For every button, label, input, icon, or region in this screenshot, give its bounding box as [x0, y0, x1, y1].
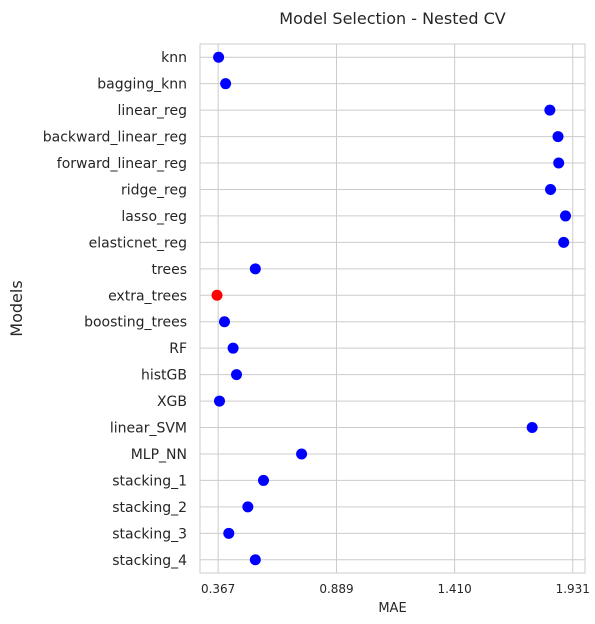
data-point — [213, 395, 225, 407]
y-tick-label: extra_trees — [108, 288, 187, 304]
data-point — [242, 501, 254, 513]
data-point — [257, 474, 269, 486]
best-point — [211, 289, 223, 301]
y-tick-label: ridge_reg — [121, 182, 187, 198]
data-point — [227, 342, 239, 354]
data-point — [553, 157, 565, 169]
x-axis-label: MAE — [378, 601, 406, 616]
y-tick-label: lasso_reg — [121, 209, 187, 225]
x-tick-label: 1.410 — [437, 582, 471, 596]
data-point — [218, 316, 230, 328]
y-tick-label: linear_reg — [117, 103, 187, 119]
data-point — [231, 369, 243, 381]
plot-area — [199, 43, 586, 574]
x-tick-labels: 0.367 0.889 1.410 1.931 — [201, 582, 590, 596]
data-point — [223, 527, 235, 539]
x-tick-label: 1.931 — [556, 582, 590, 596]
data-points — [211, 51, 572, 566]
y-tick-label: bagging_knn — [97, 77, 187, 93]
data-point — [545, 183, 557, 195]
y-tick-label: forward_linear_reg — [57, 156, 187, 172]
data-point — [526, 422, 538, 434]
y-tick-label: trees — [152, 262, 187, 278]
y-tick-label: backward_linear_reg — [43, 130, 187, 146]
data-point — [544, 104, 556, 116]
y-tick-label: stacking_2 — [112, 500, 187, 516]
y-tick-label: stacking_3 — [112, 526, 187, 542]
data-point — [296, 448, 308, 460]
x-tick-label: 0.367 — [201, 582, 235, 596]
data-point — [558, 236, 570, 248]
data-point — [220, 78, 232, 90]
data-point — [560, 210, 572, 222]
data-point — [249, 263, 261, 275]
y-tick-label: linear_SVM — [110, 421, 187, 437]
y-tick-label: histGB — [141, 368, 187, 384]
data-point — [213, 51, 225, 63]
y-tick-label: elasticnet_reg — [89, 235, 187, 251]
gridlines — [200, 44, 585, 573]
y-tick-label: stacking_4 — [112, 553, 187, 569]
y-tick-label: RF — [169, 341, 187, 357]
y-tick-label: stacking_1 — [112, 473, 187, 489]
data-point — [552, 131, 564, 143]
y-tick-labels: knn bagging_knn linear_reg backward_linear_… — [43, 50, 187, 569]
x-tick-label: 0.889 — [319, 582, 353, 596]
y-tick-label: MLP_NN — [131, 447, 187, 463]
y-tick-label: knn — [161, 50, 187, 66]
chart-title: Model Selection - Nested CV — [279, 9, 505, 28]
y-tick-label: boosting_trees — [84, 315, 187, 331]
data-point — [249, 554, 261, 566]
y-axis-label: Models — [7, 280, 26, 336]
y-tick-label: XGB — [157, 394, 187, 410]
